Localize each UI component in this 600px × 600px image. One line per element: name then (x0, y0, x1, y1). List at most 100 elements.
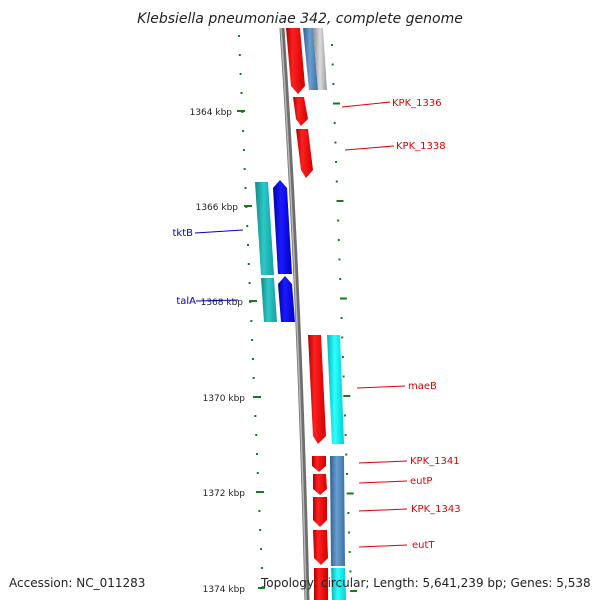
ruler-dot (246, 225, 249, 227)
ruler-dot (252, 377, 255, 379)
gene-feature[interactable] (286, 28, 305, 94)
ruler-dot (256, 453, 258, 455)
genome-title: Klebsiella pneumoniae 342, complete geno… (137, 11, 463, 27)
gene-feature[interactable] (273, 180, 292, 274)
gene-feature[interactable] (330, 456, 345, 566)
track-mark (339, 278, 342, 280)
track-mark (339, 297, 347, 300)
track-mark (348, 551, 351, 553)
ruler-dot (247, 263, 250, 265)
ruler-dot (259, 529, 262, 531)
genome-backbone (279, 27, 310, 600)
gene-feature[interactable] (278, 276, 295, 322)
track-mark (332, 83, 335, 85)
track-mark (344, 434, 347, 436)
track-mark (331, 44, 333, 46)
gene-labels: KPK_1336 KPK_1338 tktB talA maeB KPK_134… (173, 98, 461, 551)
ruler-tick: 1366 kbp (196, 203, 252, 213)
track-mark (337, 219, 340, 222)
ruler-dot (260, 548, 263, 550)
topology-text: Topology: circular; Length: 5,641,239 bp… (260, 576, 591, 590)
track-mark (337, 239, 340, 241)
gene-label-tala[interactable]: talA (176, 296, 196, 307)
gene-feature[interactable] (255, 182, 274, 275)
gene-feature[interactable] (296, 129, 313, 178)
ruler-dot (238, 35, 240, 37)
ruler-label: 1374 kbp (203, 585, 246, 595)
ruler-label: 1372 kbp (203, 489, 246, 499)
track-mark (331, 63, 334, 66)
gene-feature[interactable] (314, 568, 328, 600)
track-mark (334, 141, 337, 144)
track-mark (346, 492, 354, 495)
ruler-dot (240, 92, 243, 94)
ruler-dot (242, 130, 245, 132)
ruler-dot (243, 168, 246, 170)
gene-feature[interactable] (313, 497, 327, 527)
ruler: 1364 kbp 1366 kbp 1368 kbp 1370 kbp 1372… (190, 108, 265, 595)
gene-label-tktb[interactable]: tktB (173, 228, 194, 239)
gene-feature[interactable] (303, 28, 327, 90)
track-mark (333, 102, 340, 105)
track-mark (347, 512, 350, 514)
track-mark (336, 200, 344, 202)
ruler-dot (248, 282, 251, 284)
gene-leader-lines (194, 101, 408, 548)
ruler-dot (244, 187, 247, 189)
track-mark (333, 122, 336, 124)
track-mark (345, 453, 348, 456)
ruler-label: 1368 kbp (201, 298, 244, 308)
track-mark (341, 336, 344, 339)
gene-feature[interactable] (261, 278, 277, 322)
ruler-dot (239, 73, 242, 75)
gene-feature[interactable] (312, 456, 326, 472)
ruler-tick: 1374 kbp (203, 585, 265, 595)
ruler-dot (250, 320, 253, 322)
ruler-dot (242, 149, 245, 151)
track-mark (335, 161, 338, 163)
gene-label-eutt[interactable]: eutT (412, 540, 435, 551)
accession-text: Accession: NC_011283 (9, 576, 145, 590)
ruler-dot (256, 472, 259, 474)
gene-feature[interactable] (313, 474, 327, 495)
gene-feature[interactable] (313, 530, 328, 565)
ruler-tick: 1364 kbp (190, 108, 245, 118)
track-mark (335, 180, 338, 183)
track-mark (350, 590, 358, 592)
track-mark (343, 395, 351, 397)
ruler-tick: 1370 kbp (203, 394, 261, 404)
ruler-label: 1370 kbp (203, 394, 246, 404)
track-mark (342, 375, 345, 378)
ruler-tick: 1372 kbp (203, 489, 264, 499)
track-mark (348, 531, 351, 534)
gene-label-kpk1343[interactable]: KPK_1343 (411, 504, 461, 515)
track-mark (346, 473, 348, 475)
ruler-label: 1366 kbp (196, 203, 239, 213)
ruler-dot (251, 358, 254, 360)
gene-label-maeb[interactable]: maeB (408, 381, 437, 392)
ruler-dot (258, 510, 261, 512)
track-mark (344, 414, 346, 417)
gene-label-kpk1336[interactable]: KPK_1336 (392, 98, 442, 109)
gene-feature[interactable] (308, 335, 326, 444)
gene-feature[interactable] (331, 568, 346, 600)
ruler-label: 1364 kbp (190, 108, 233, 118)
gene-label-eutp[interactable]: eutP (410, 476, 432, 487)
track-mark (338, 258, 341, 261)
feature-track-right (331, 44, 358, 592)
ruler-tick: 1368 kbp (201, 298, 257, 308)
ruler-dot (255, 434, 258, 436)
track-mark (341, 356, 344, 358)
ruler-dot (238, 54, 241, 56)
ruler-dot (254, 415, 257, 417)
track-mark (340, 317, 343, 319)
gene-label-kpk1338[interactable]: KPK_1338 (396, 141, 446, 152)
ruler-dot (247, 244, 249, 246)
ruler-dot (251, 339, 254, 341)
gene-feature[interactable] (327, 335, 344, 444)
ruler-dot (260, 567, 263, 569)
gene-feature[interactable] (293, 97, 308, 126)
track-mark (349, 570, 352, 573)
gene-label-kpk1341[interactable]: KPK_1341 (410, 456, 460, 467)
